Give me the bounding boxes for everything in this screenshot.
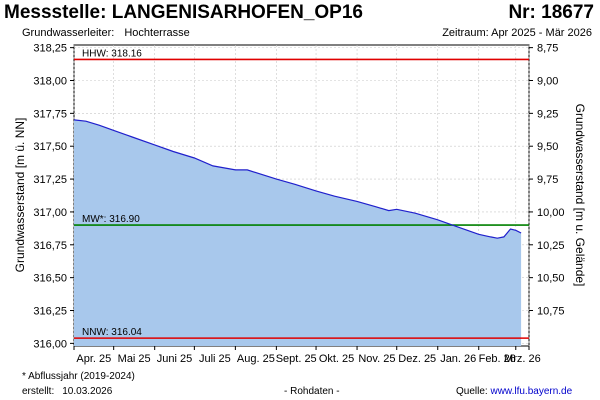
reference-labels: HHW: 318.16 MW*: 316.90 NNW: 316.04 xyxy=(82,48,142,338)
y2-tick-label: 9,00 xyxy=(537,75,558,87)
y-tick-label: 317,50 xyxy=(33,141,67,153)
aquifer-label: Grundwasserleiter: xyxy=(22,27,115,39)
x-tick-label: Dez. 25 xyxy=(398,353,436,365)
period-label: Zeitraum: Apr 2025 - Mär 2026 xyxy=(442,27,592,39)
y-tick-label: 316,00 xyxy=(33,338,67,350)
y-tick-label: 316,25 xyxy=(33,306,67,318)
y2-tick-label: 10,50 xyxy=(537,273,565,285)
page-title: Messstelle: LANGENISARHOFEN_OP16 xyxy=(4,2,363,23)
x-tick-label: Juli 25 xyxy=(199,353,231,365)
y2-tick-label: 10,25 xyxy=(537,240,565,252)
x-tick-label: Apr. 25 xyxy=(76,353,111,365)
y2-axis-label: Grundwasserstand [m u. Gelände] xyxy=(573,104,587,287)
x-tick-label: Feb. 26 xyxy=(479,353,516,365)
data-status: - Rohdaten - xyxy=(284,386,340,397)
x-tick-label: Sept. 25 xyxy=(276,353,317,365)
created-date: 10.03.2026 xyxy=(62,386,113,397)
reference-label: NNW: 316.04 xyxy=(82,327,142,338)
y-tick-label: 317,75 xyxy=(33,108,67,120)
y2-tick-label: 8,75 xyxy=(537,43,558,55)
created-info: erstellt: 10.03.2026 xyxy=(22,386,112,397)
tick-labels: 318,25 318,00 317,75 317,50 317,25 317,00 316,… xyxy=(33,43,564,365)
y-tick-label: 317,00 xyxy=(33,207,67,219)
y2-tick-label: 10,00 xyxy=(537,207,565,219)
source-label: Quelle: xyxy=(456,386,488,397)
y2-tick-label: 9,25 xyxy=(537,108,558,120)
source-link[interactable]: www.lfu.bayern.de xyxy=(490,386,573,397)
x-tick-label: Nov. 25 xyxy=(358,353,395,365)
x-tick-label: Mrz. 26 xyxy=(504,353,541,365)
y-tick-label: 316,75 xyxy=(33,240,67,252)
station-number: Nr: 18677 xyxy=(508,2,594,23)
y-tick-label: 317,25 xyxy=(33,174,67,186)
series-line xyxy=(73,119,522,239)
footnote: * Abflussjahr (2019-2024) xyxy=(22,371,135,382)
source-info: Quelle: www.lfu.bayern.de xyxy=(456,386,572,397)
y-tick-label: 318,25 xyxy=(33,43,67,55)
x-tick-label: Mai 25 xyxy=(118,353,151,365)
y2-tick-label: 9,50 xyxy=(537,141,558,153)
reference-label: HHW: 318.16 xyxy=(82,48,142,59)
x-tick-label: Jan. 26 xyxy=(440,353,476,365)
created-label: erstellt: xyxy=(22,386,55,397)
x-tick-label: Aug. 25 xyxy=(237,353,275,365)
y-tick-label: 318,00 xyxy=(33,75,67,87)
aquifer-value: Hochterrasse xyxy=(124,27,190,39)
x-tick-label: Juni 25 xyxy=(157,353,192,365)
y2-tick-label: 10,75 xyxy=(537,306,565,318)
series-area xyxy=(74,119,522,347)
y2-tick-label: 9,75 xyxy=(537,174,558,186)
y-tick-label: 316,50 xyxy=(33,273,67,285)
reference-label: MW*: 316.90 xyxy=(82,214,140,225)
x-tick-label: Okt. 25 xyxy=(319,353,354,365)
y-axis-label: Grundwasserstand [m ü. NN] xyxy=(13,118,27,273)
aquifer-info: Grundwasserleiter: Hochterrasse xyxy=(22,27,190,39)
